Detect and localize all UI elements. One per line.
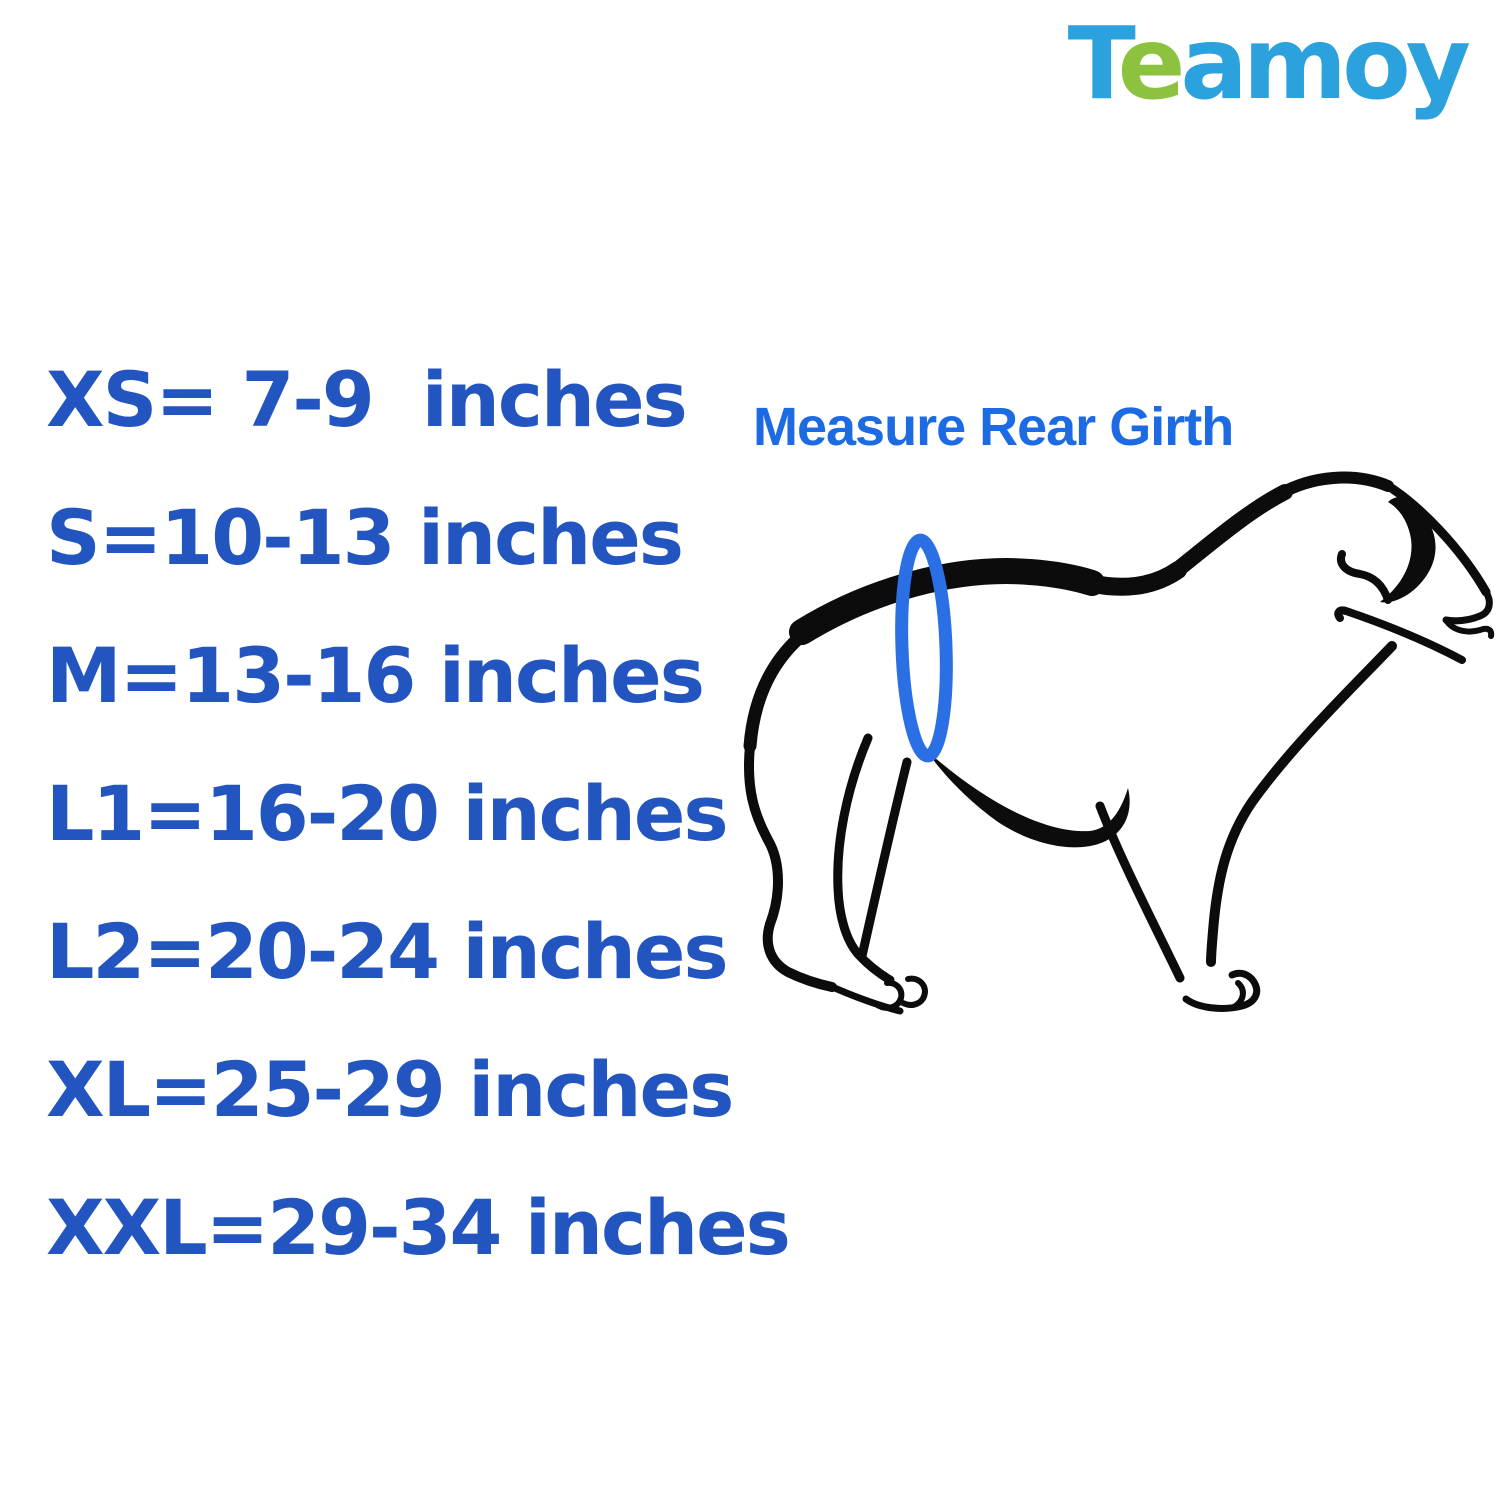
dog-front-paw-toe <box>1231 980 1246 1010</box>
size-row-l2: L2=20-24 inches <box>46 907 729 996</box>
dog-outline <box>743 471 1495 1015</box>
logo-letters-amoy: amoy <box>1180 5 1471 122</box>
dog-ear <box>1380 497 1436 603</box>
size-row-l1: L1=16-20 inches <box>46 769 729 858</box>
logo-letter-e: e <box>1117 5 1186 122</box>
size-list: XS= 7-9 inches S=10-13 inches M=13-16 in… <box>46 331 806 1297</box>
teamoy-logo: Teamoy <box>1068 14 1471 114</box>
size-row-xxl: XXL=29-34 inches <box>46 1183 791 1272</box>
dog-back-line <box>789 558 1105 645</box>
dog-illustration <box>743 471 1495 1015</box>
dog-mouth-line <box>1443 617 1495 639</box>
dog-nose-line <box>1442 588 1493 625</box>
dog-front-paw <box>1182 969 1261 1012</box>
dog-neck-line <box>1164 484 1293 582</box>
dog-chest-line <box>1206 641 1397 967</box>
dog-belly-line <box>926 750 1130 848</box>
dog-head-top-line <box>1274 471 1394 500</box>
dog-rear-paw-toe-2 <box>900 975 928 1008</box>
dog-jaw-line <box>1334 606 1466 664</box>
dog-rear-leg-back-line <box>743 741 837 992</box>
size-row-s: S=10-13 inches <box>46 493 684 582</box>
girth-ring <box>895 533 953 763</box>
dog-eye-brow-line <box>1337 550 1392 604</box>
size-row-xs: XS= 7-9 inches <box>46 355 688 444</box>
size-row-xl: XL=25-29 inches <box>46 1045 734 1134</box>
size-row-m: M=13-16 inches <box>46 631 705 720</box>
dog-far-rear-leg-line <box>857 757 912 961</box>
logo-letter-t: T <box>1067 5 1123 122</box>
measure-rear-girth-label: Measure Rear Girth <box>753 397 1234 457</box>
dog-face-line <box>1380 479 1491 597</box>
dog-rear-leg-front-line <box>833 733 895 985</box>
dog-rear-paw-toe-1 <box>873 979 905 1011</box>
